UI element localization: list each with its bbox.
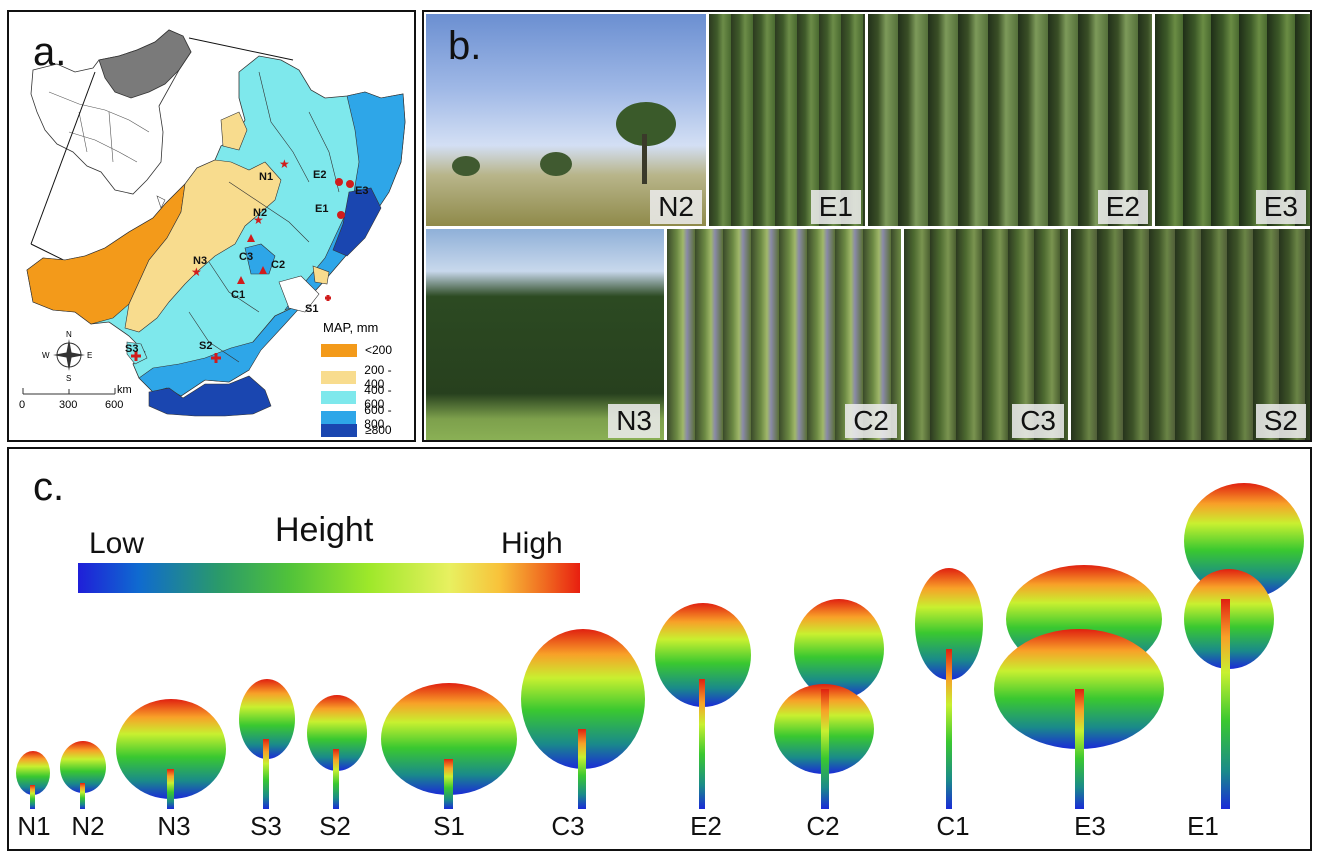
height-bar-low-label: Low	[89, 527, 145, 560]
tree-e1	[1184, 483, 1304, 809]
scale-tick-600: 600	[105, 399, 123, 411]
site-label-e2: E2	[313, 169, 326, 181]
height-color-bar	[78, 563, 580, 593]
photo-e2: E2	[868, 14, 1152, 226]
height-bar-title: Height	[275, 511, 374, 549]
photo-label-c3: C3	[1012, 404, 1064, 438]
tree-c1	[915, 568, 983, 809]
panel-b-photos: N2 E1 E2 E3 N3 C2 C3 S2 b.	[422, 10, 1312, 442]
legend-swatch	[321, 423, 357, 437]
site-label-c3: C3	[239, 251, 253, 263]
tree-label-c2: C2	[806, 811, 840, 841]
photo-c2: C2	[667, 229, 901, 440]
photo-label-s2: S2	[1255, 404, 1306, 438]
site-label-n1: N1	[259, 171, 273, 183]
photo-s2: S2	[1071, 229, 1310, 440]
photo-e3: E3	[1155, 14, 1310, 226]
scale-unit: km	[117, 384, 132, 396]
height-bar-high-label: High	[501, 527, 563, 560]
legend-title: MAP, mm	[323, 320, 379, 335]
panel-a-map: a. ★	[7, 10, 416, 442]
tree-e3	[994, 565, 1164, 809]
panel-b-letter: b.	[448, 24, 482, 68]
site-label-e1: E1	[315, 203, 328, 215]
svg-text:★: ★	[191, 265, 202, 279]
tree-e2	[655, 603, 751, 809]
tree-c2	[774, 599, 884, 809]
svg-text:★: ★	[253, 213, 264, 227]
panel-c-trees: c. Low Height High	[7, 447, 1312, 851]
photo-c3: C3	[904, 229, 1068, 440]
site-markers: ★ ★ ★	[131, 157, 354, 363]
scale-bar: km 0 300 600	[19, 384, 132, 411]
photo-label-n2: N2	[650, 190, 702, 224]
site-label-c2: C2	[271, 259, 285, 271]
scale-tick-0: 0	[19, 399, 25, 411]
photo-label-e1: E1	[810, 190, 861, 224]
tree-n3	[116, 699, 226, 809]
tree-label-e3: E3	[1074, 811, 1106, 841]
site-label-c1: C1	[231, 289, 245, 301]
tree-n1	[16, 751, 50, 809]
site-label-s2: S2	[199, 340, 212, 352]
tree-n2	[60, 741, 106, 809]
tree-label-n3: N3	[157, 811, 191, 841]
photo-label-n3: N3	[608, 404, 660, 438]
photo-label-c2: C2	[845, 404, 897, 438]
site-label-s3: S3	[125, 343, 138, 355]
tree-s2	[307, 695, 367, 809]
compass-rose-icon: N S E W	[42, 330, 92, 383]
tree-label-n2: N2	[71, 811, 105, 841]
site-label-n3: N3	[193, 255, 207, 267]
tree-label-c3: C3	[551, 811, 585, 841]
legend-item-gte800: ≥800	[321, 423, 392, 437]
region-map: ★ ★ ★ N1 N2 N3 E1 E2 E3 C1 C2 C3 S1 S2 S…	[19, 29, 406, 417]
site-label-n2: N2	[253, 207, 267, 219]
legend-swatch	[321, 343, 357, 357]
compass-w: W	[42, 351, 50, 360]
tree-label-s2: S2	[319, 811, 351, 841]
tree-label-e2: E2	[690, 811, 722, 841]
legend-item-600-800: 600 - 800	[321, 403, 414, 431]
tree-label-e1: E1	[1187, 811, 1219, 841]
legend-swatch	[321, 410, 357, 424]
site-label-s1: S1	[305, 303, 318, 315]
tree-label-c1: C1	[936, 811, 970, 841]
legend-swatch	[321, 370, 357, 384]
legend-swatch	[321, 390, 357, 404]
tree-s1	[381, 683, 517, 809]
photo-n3: N3	[426, 229, 664, 440]
legend-item-lt200: <200	[321, 343, 392, 357]
legend-item-200-400: 200 - 400	[321, 363, 414, 391]
site-label-e3: E3	[355, 185, 368, 197]
compass-s: S	[66, 374, 71, 383]
tree-label-n1: N1	[17, 811, 51, 841]
svg-text:★: ★	[279, 157, 290, 171]
legend-item-400-600: 400 - 600	[321, 383, 414, 411]
china-inset	[30, 29, 192, 217]
tree-s3	[239, 679, 295, 809]
tree-label-s1: S1	[433, 811, 465, 841]
tree-c3	[521, 629, 645, 809]
tree-point-clouds	[16, 483, 1304, 809]
site-labels: N1 N2 N3 E1 E2 E3 C1 C2 C3 S1 S2 S3	[125, 169, 368, 355]
photo-label-e2: E2	[1097, 190, 1148, 224]
tree-label-s3: S3	[250, 811, 282, 841]
compass-n: N	[66, 330, 72, 339]
panel-c-letter: c.	[33, 465, 65, 509]
compass-e: E	[87, 351, 92, 360]
photo-label-e3: E3	[1255, 190, 1306, 224]
photo-n2: N2	[426, 14, 706, 226]
scale-tick-300: 300	[59, 399, 77, 411]
precipitation-map	[26, 55, 406, 417]
photo-e1: E1	[709, 14, 865, 226]
